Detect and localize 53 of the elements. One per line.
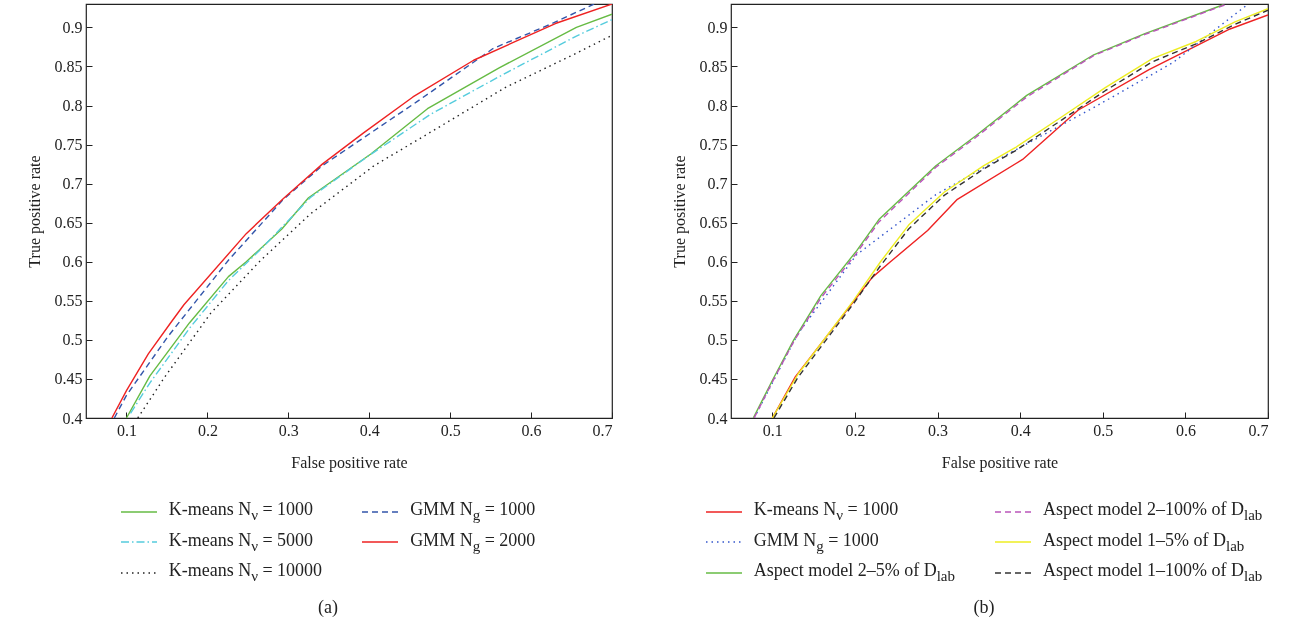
x-axis-title: False positive rate: [291, 453, 408, 472]
y-tick-label: 0.9: [707, 18, 728, 36]
x-tick-label: 0.6: [521, 421, 542, 439]
y-tick-label: 0.7: [707, 175, 728, 193]
y-tick-label: 0.9: [62, 18, 83, 36]
y-tick-label: 0.6: [62, 253, 83, 271]
legend-label: K-means N$_{ν}$ = 1000: [753, 498, 899, 525]
legend-label: K-means N$_{ν}$ = 1000: [168, 498, 314, 525]
x-tick-label: 0.7: [1248, 421, 1269, 439]
y-tick-label: 0.5: [707, 331, 728, 349]
x-tick-label: 0.6: [1175, 421, 1196, 439]
y-tick-label: 0.55: [54, 292, 83, 310]
y-tick-label: 0.85: [699, 57, 728, 75]
x-tick-label: 0.2: [845, 421, 866, 439]
y-tick-label: 0.4: [62, 409, 83, 427]
y-tick-label: 0.4: [707, 409, 728, 427]
text: (b): [972, 596, 996, 618]
legend-label: GMM N$_{g}$ = 1000: [753, 528, 879, 556]
x-tick-label: 0.4: [1010, 421, 1031, 439]
y-tick-label: 0.75: [54, 136, 83, 154]
x-tick-label: 0.2: [197, 421, 218, 439]
x-tick-label: 0.3: [278, 421, 299, 439]
x-tick-label: 0.1: [116, 421, 137, 439]
x-tick-label: 0.3: [928, 421, 949, 439]
legend-label: GMM N$_{g}$ = 1000: [410, 498, 536, 525]
y-tick-label: 0.85: [54, 57, 83, 75]
x-tick-label: 0.5: [1093, 421, 1114, 439]
legend-label: Aspect model 1–100% of D$_{lab}$: [1043, 559, 1263, 586]
y-tick-label: 0.65: [54, 214, 83, 232]
y-tick-label: 0.6: [707, 253, 728, 271]
y-tick-label: 0.8: [707, 97, 728, 115]
legend-label: K-means N$_{ν}$ = 5000: [168, 528, 314, 556]
legend-label: Aspect model 2–5% of D$_{lab}$: [753, 559, 955, 586]
y-tick-label: 0.45: [54, 370, 83, 388]
y-tick-label: 0.45: [699, 370, 728, 388]
y-tick-label: 0.7: [62, 175, 83, 193]
x-tick-label: 0.7: [592, 421, 613, 439]
x-tick-label: 0.1: [762, 421, 783, 439]
y-axis-title: True positive rate: [670, 155, 689, 268]
text: (a): [317, 596, 339, 618]
y-tick-label: 0.8: [62, 97, 83, 115]
y-axis-title: True positive rate: [25, 155, 44, 268]
x-tick-label: 0.4: [359, 421, 380, 439]
y-tick-label: 0.75: [699, 136, 728, 154]
y-tick-label: 0.65: [699, 214, 728, 232]
legend-label: K-means N$_{ν}$ = 10000: [168, 559, 323, 586]
y-tick-label: 0.5: [62, 331, 83, 349]
y-tick-label: 0.55: [699, 292, 728, 310]
legend-label: Aspect model 2–100% of D$_{lab}$: [1043, 498, 1263, 525]
legend-label: Aspect model 1–5% of D$_{lab}$: [1043, 528, 1245, 556]
x-tick-label: 0.5: [440, 421, 461, 439]
x-axis-title: False positive rate: [941, 453, 1059, 472]
legend-label: GMM N$_{g}$ = 2000: [410, 528, 536, 556]
